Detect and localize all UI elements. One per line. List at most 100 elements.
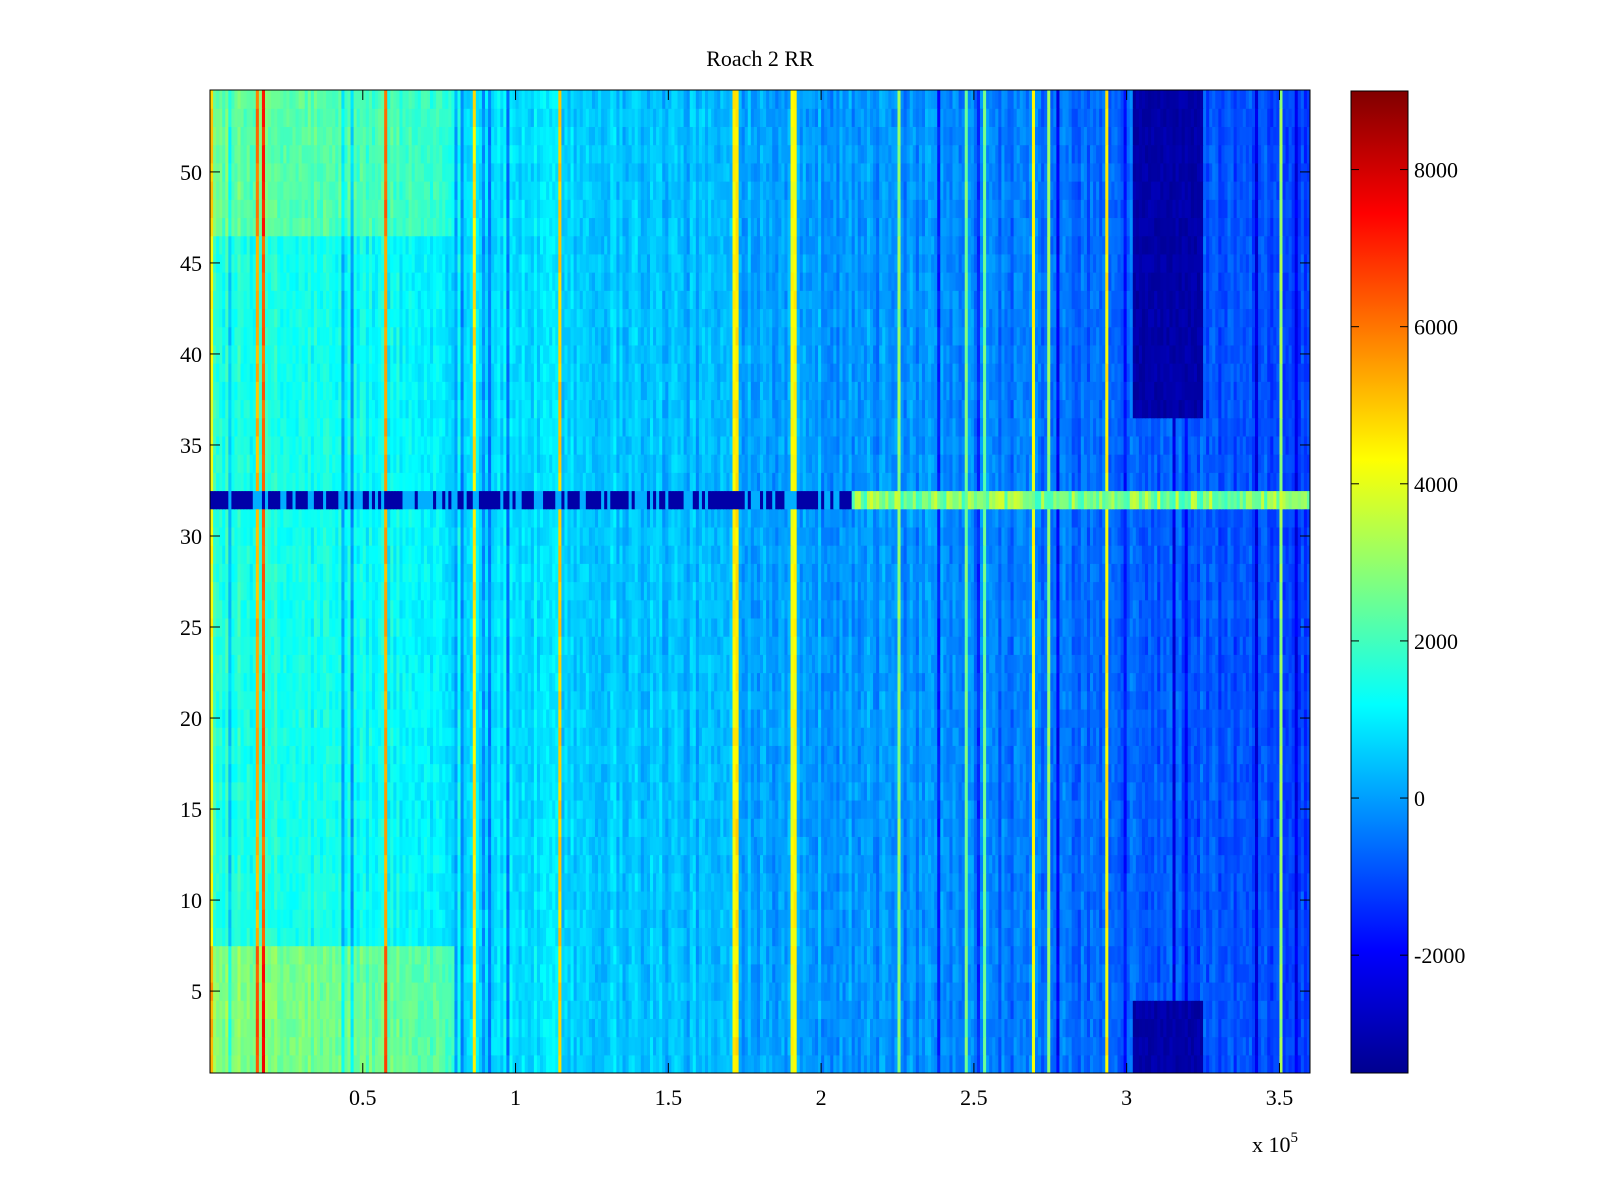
heatmap-cell	[1190, 1036, 1195, 1056]
heatmap-cell	[833, 1000, 837, 1019]
heatmap-cell	[668, 945, 672, 965]
heatmap-cell	[616, 945, 621, 965]
heatmap-cell	[854, 981, 859, 1001]
heatmap-cell	[646, 927, 651, 947]
heatmap-cell	[292, 1018, 297, 1038]
heatmap-cell	[506, 981, 511, 1001]
heatmap-cell	[1001, 927, 1006, 947]
heatmap-cell	[1028, 927, 1033, 947]
heatmap-cell	[970, 981, 975, 1001]
heatmap-cell	[274, 909, 278, 928]
heatmap-cell	[1175, 927, 1180, 947]
heatmap-cell	[344, 1054, 349, 1073]
heatmap-cell	[350, 1054, 355, 1073]
heatmap-cell	[873, 909, 877, 928]
heatmap-cell	[1038, 1054, 1042, 1073]
heatmap-cell	[1068, 1036, 1073, 1056]
heatmap-cell	[1056, 1036, 1061, 1056]
heatmap-cell	[549, 1054, 553, 1073]
heatmap-cell	[866, 945, 871, 965]
heatmap-cell	[1288, 909, 1293, 928]
heatmap-cell	[1160, 945, 1164, 965]
heatmap-cell	[821, 1054, 825, 1073]
heatmap-cell	[265, 927, 269, 947]
heatmap-cell	[1083, 1018, 1088, 1038]
heatmap-cell	[698, 1018, 703, 1038]
heatmap-cell	[350, 1036, 355, 1056]
heatmap-cell	[469, 1018, 474, 1038]
heatmap-cell	[983, 927, 987, 947]
heatmap-cell	[711, 1018, 715, 1038]
heatmap-cell	[1056, 1000, 1061, 1019]
heatmap-cell	[1102, 927, 1106, 947]
heatmap-cell	[1135, 981, 1140, 1001]
heatmap-cell	[368, 981, 373, 1001]
heatmap-cell	[653, 1054, 657, 1073]
heatmap-cell	[518, 945, 523, 965]
heatmap-cell	[298, 945, 303, 965]
heatmap-cell	[961, 1000, 966, 1019]
heatmap-cell	[934, 945, 938, 965]
heatmap-cell	[497, 981, 501, 1001]
heatmap-cell	[246, 981, 251, 1001]
heatmap-cell	[1044, 927, 1048, 947]
heatmap-cell	[1148, 927, 1152, 947]
heatmap-cell	[433, 1018, 437, 1038]
heatmap-cell	[656, 963, 660, 983]
heatmap-cell	[1068, 1018, 1073, 1038]
heatmap-cell	[356, 1018, 361, 1038]
heatmap-cell	[811, 927, 816, 947]
heatmap-cell	[653, 927, 657, 947]
heatmap-cell	[353, 981, 358, 1001]
heatmap-cell	[1248, 1054, 1253, 1073]
heatmap-cell	[744, 927, 749, 947]
heatmap-cell	[805, 927, 810, 947]
heatmap-cell	[1044, 1018, 1048, 1038]
heatmap-cell	[274, 945, 278, 965]
heatmap-cell	[549, 981, 553, 1001]
heatmap-cell	[356, 909, 361, 928]
heatmap-cell	[332, 1018, 336, 1038]
heatmap-cell	[481, 945, 486, 965]
heatmap-cell	[448, 1036, 452, 1056]
heatmap-cell	[1083, 945, 1088, 965]
heatmap-cell	[598, 963, 602, 983]
heatmap-cell	[295, 1018, 300, 1038]
heatmap-cell	[604, 909, 608, 928]
heatmap-cell	[1169, 981, 1174, 1001]
heatmap-cell	[1227, 981, 1232, 1001]
heatmap-cell	[365, 981, 370, 1001]
heatmap-cell	[934, 1036, 938, 1056]
heatmap-cell	[775, 1018, 779, 1038]
heatmap-cell	[530, 1054, 535, 1073]
heatmap-cell	[371, 927, 376, 947]
heatmap-cell	[497, 945, 501, 965]
heatmap-cell	[1044, 1000, 1048, 1019]
heatmap-cell	[1172, 927, 1177, 947]
heatmap-cell	[365, 909, 370, 928]
heatmap-cell	[286, 1036, 291, 1056]
heatmap-cell	[417, 1000, 422, 1019]
heatmap-cell	[876, 909, 880, 928]
heatmap-cell	[714, 1054, 718, 1073]
heatmap-cell	[1178, 909, 1183, 928]
heatmap-cell	[882, 1054, 886, 1073]
heatmap-cell	[1108, 981, 1112, 1001]
heatmap-cell	[906, 1054, 911, 1073]
heatmap-cell	[808, 981, 813, 1001]
heatmap-cell	[729, 981, 734, 1001]
heatmap-cell	[772, 981, 776, 1001]
heatmap-cell	[686, 945, 691, 965]
heatmap-cell	[1138, 945, 1143, 965]
heatmap-cell	[1233, 1018, 1238, 1038]
heatmap-cell	[426, 963, 431, 983]
heatmap-cell	[258, 1018, 263, 1038]
heatmap-cell	[738, 1018, 743, 1038]
heatmap-cell	[900, 927, 905, 947]
heatmap-cell	[1209, 1000, 1213, 1019]
heatmap-cell	[1102, 909, 1106, 928]
heatmap-cell	[497, 1000, 501, 1019]
heatmap-cell	[750, 909, 755, 928]
heatmap-cell	[1245, 1018, 1250, 1038]
heatmap-cell	[536, 909, 541, 928]
